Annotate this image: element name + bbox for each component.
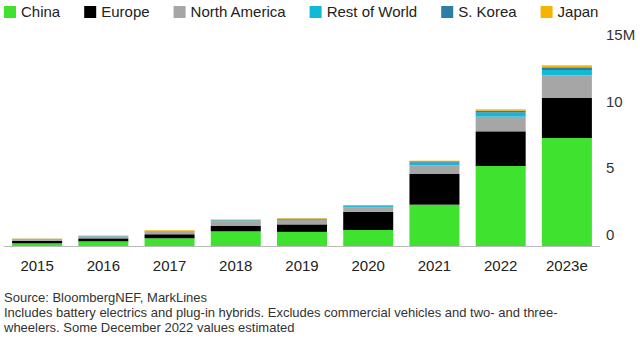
bar-segment [145, 231, 195, 232]
bar-segment [542, 98, 592, 138]
bar-segment [12, 238, 62, 239]
bar-segment [78, 238, 128, 241]
y-tick-label: 0 [606, 226, 614, 243]
bar-segment [476, 113, 526, 117]
bar-segment [542, 65, 592, 67]
bar-segment [343, 205, 393, 207]
bar-segment [211, 220, 261, 221]
bar-segment [343, 207, 393, 211]
bar-segment [78, 241, 128, 246]
x-tick-label: 2016 [87, 257, 120, 274]
note: Includes battery electrics and plug-in h… [4, 305, 557, 320]
bar-segment [277, 218, 327, 220]
bar-segment [145, 232, 195, 235]
bar-segment [409, 205, 459, 246]
bar-segment [476, 109, 526, 110]
x-tick-label: 2020 [352, 257, 385, 274]
legend-label: Japan [558, 3, 599, 20]
bar-segment [78, 236, 128, 238]
x-tick-label: 2018 [219, 257, 252, 274]
legend-swatch [174, 6, 186, 18]
bar-segment [78, 235, 128, 236]
bar-segment [343, 212, 393, 230]
bar-segment [343, 205, 393, 206]
legend-swatch [441, 6, 453, 18]
bar-segment [409, 160, 459, 162]
bar-segment [211, 221, 261, 226]
legend-label: S. Korea [458, 3, 517, 20]
bar-segment [12, 243, 62, 246]
bar-segment [145, 238, 195, 246]
bar-segment [476, 166, 526, 246]
bar-segment [78, 235, 128, 236]
bar-segment [12, 239, 62, 241]
note: wheelers. Some December 2022 values esti… [3, 320, 294, 335]
bar-segment [476, 111, 526, 113]
bar-segment [277, 224, 327, 231]
bar-segment [12, 238, 62, 239]
legend-swatch [310, 6, 322, 18]
bar-segment [145, 230, 195, 231]
legend-label: North America [191, 3, 287, 20]
legend-swatch [541, 6, 553, 18]
bar-segment [343, 206, 393, 207]
x-tick-label: 2015 [20, 257, 53, 274]
bar-segment [211, 226, 261, 231]
x-tick-label: 2021 [418, 257, 451, 274]
y-tick-label: 15M [606, 26, 635, 43]
bar-segment [145, 234, 195, 238]
bar-segment [542, 70, 592, 75]
bar-segment [343, 230, 393, 246]
y-tick-label: 10 [606, 93, 623, 110]
chart: China Europe North America Rest of World S. … [0, 0, 640, 341]
bar-segment [78, 236, 128, 237]
bar-segment [211, 220, 261, 222]
x-tick-label: 2019 [285, 257, 318, 274]
bars [12, 65, 592, 246]
note: Source: BloombergNEF, MarkLines [4, 290, 208, 305]
legend-label: Europe [101, 3, 149, 20]
bar-segment [145, 230, 195, 232]
x-axis-line [4, 246, 600, 247]
bar-segment [476, 131, 526, 166]
x-tick-label: 2023e [546, 257, 588, 274]
bar-segment [542, 138, 592, 246]
bar-segment [12, 238, 62, 239]
legend-swatch [4, 6, 16, 18]
bar-segment [277, 219, 327, 221]
bar-segment [409, 165, 459, 174]
x-tick-label: 2017 [153, 257, 186, 274]
legend-label: China [21, 3, 61, 20]
bar-segment [476, 117, 526, 132]
bar-segment [542, 75, 592, 98]
bar-segment [542, 67, 592, 70]
bar-segment [277, 220, 327, 224]
legend-label: Rest of World [327, 3, 418, 20]
bar-segment [12, 241, 62, 244]
x-tick-label: 2022 [484, 257, 517, 274]
bar-segment [409, 174, 459, 205]
legend-swatch [84, 6, 96, 18]
bar-segment [211, 219, 261, 221]
bar-segment [409, 163, 459, 166]
bar-segment [277, 218, 327, 220]
y-tick-label: 5 [606, 159, 614, 176]
bar-segment [211, 231, 261, 246]
bar-segment [277, 232, 327, 246]
bar-segment [409, 161, 459, 162]
